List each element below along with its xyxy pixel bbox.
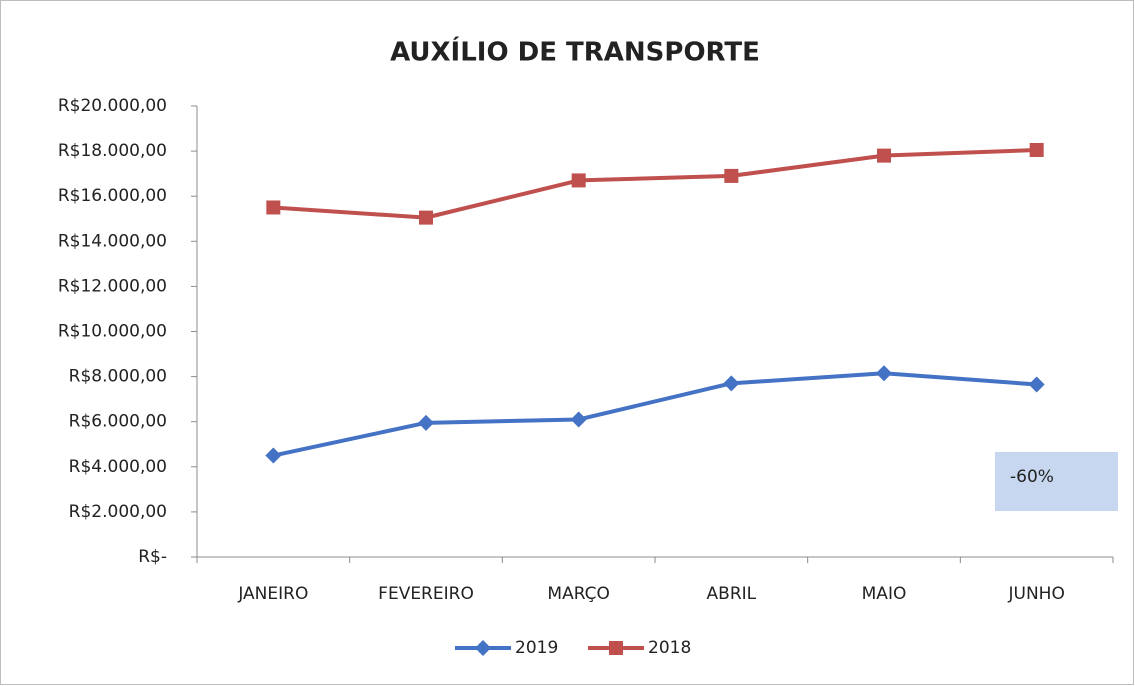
data-point xyxy=(723,375,740,392)
y-tick-label: R$2.000,00 xyxy=(69,502,167,522)
y-tick-label: R$14.000,00 xyxy=(58,231,167,251)
x-tick-label: MAIO xyxy=(862,584,907,604)
annotation-box xyxy=(995,452,1118,511)
y-tick-label: R$8.000,00 xyxy=(69,367,167,387)
y-tick-label: R$16.000,00 xyxy=(58,186,167,206)
x-tick-label: FEVEREIRO xyxy=(378,584,474,604)
data-point xyxy=(877,148,891,163)
y-tick-label: R$20.000,00 xyxy=(58,96,167,116)
y-tick-label: R$- xyxy=(138,547,167,567)
x-tick-label: MARÇO xyxy=(547,584,610,604)
data-point xyxy=(876,365,892,382)
series-line xyxy=(273,147,1037,220)
data-point xyxy=(570,411,587,428)
x-tick-label: JUNHO xyxy=(1007,584,1064,604)
y-tick-label: R$10.000,00 xyxy=(58,322,167,342)
x-tick-label: JANEIRO xyxy=(237,584,308,604)
data-point xyxy=(571,173,586,188)
data-point xyxy=(266,200,281,215)
data-point xyxy=(724,168,739,183)
data-point xyxy=(265,447,282,464)
x-tick-label: ABRIL xyxy=(707,584,757,604)
data-point xyxy=(419,210,433,225)
data-point xyxy=(1028,376,1045,393)
legend-label: 2019 xyxy=(515,638,558,658)
legend-label: 2018 xyxy=(648,638,691,658)
y-tick-label: R$18.000,00 xyxy=(58,141,167,161)
y-tick-label: R$6.000,00 xyxy=(69,412,167,432)
y-tick-label: R$4.000,00 xyxy=(69,457,167,477)
data-point xyxy=(418,414,434,431)
chart-title: AUXÍLIO DE TRANSPORTE xyxy=(390,36,760,68)
series-line xyxy=(272,371,1037,458)
data-point xyxy=(1029,142,1044,157)
y-tick-label: R$12.000,00 xyxy=(58,276,167,296)
legend-marker xyxy=(609,641,623,655)
legend-marker xyxy=(475,640,491,656)
annotation: -60% xyxy=(1010,467,1054,487)
